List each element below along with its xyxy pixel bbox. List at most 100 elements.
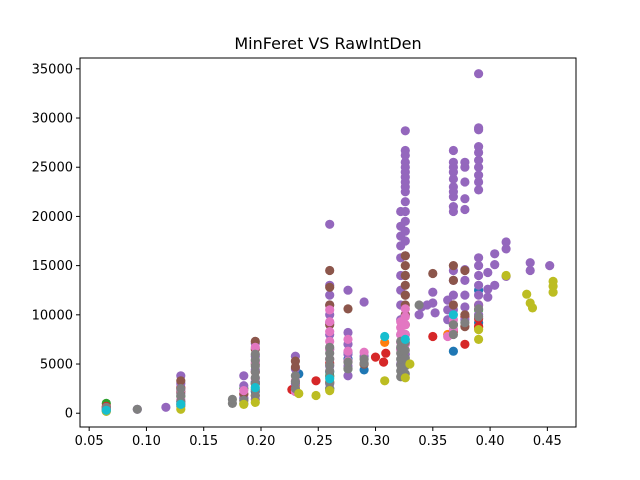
data-point-s4-105 <box>474 290 484 300</box>
x-tick-label: 0.40 <box>476 434 505 449</box>
data-point-s4-9 <box>239 371 249 381</box>
data-point-s7-49 <box>448 320 458 330</box>
y-tick-label: 30000 <box>32 112 73 127</box>
data-point-s4-54 <box>400 236 410 246</box>
data-point-s7-6 <box>176 390 186 401</box>
data-point-s4-98 <box>460 204 470 215</box>
data-point-s4-55 <box>400 226 410 236</box>
data-point-s6-6 <box>250 342 260 352</box>
data-point-s4-130 <box>525 265 535 276</box>
data-point-s5-20 <box>400 270 410 281</box>
data-point-s6-26 <box>400 320 410 330</box>
data-point-s4-121 <box>483 284 493 294</box>
data-point-s4-33 <box>343 285 353 295</box>
data-point-s5-18 <box>400 290 410 300</box>
data-point-s4-25 <box>325 290 335 300</box>
data-point-s5-12 <box>325 265 335 276</box>
data-point-s4-113 <box>474 162 484 172</box>
data-point-s4-87 <box>448 182 458 192</box>
data-point-s8-11 <box>474 325 484 335</box>
data-point-s8-12 <box>501 270 511 281</box>
data-point-s4-131 <box>545 261 555 271</box>
data-point-s4-126 <box>501 244 511 254</box>
data-point-s9-4 <box>380 331 390 342</box>
data-point-s4-110 <box>474 185 484 195</box>
data-point-s6-16 <box>343 346 353 356</box>
x-tick-label: 0.35 <box>418 434 447 449</box>
plot-frame <box>79 57 577 428</box>
data-point-s4-28 <box>343 371 353 381</box>
data-point-s4-68 <box>400 126 410 136</box>
data-point-s5-21 <box>400 261 410 271</box>
data-point-s4-67 <box>400 145 410 156</box>
data-point-s3-8 <box>379 357 389 367</box>
data-point-s4-100 <box>460 177 470 187</box>
data-point-s3-7 <box>370 352 381 362</box>
data-point-s4-109 <box>474 253 484 263</box>
data-points <box>101 69 558 416</box>
data-point-s7-31 <box>343 364 353 374</box>
data-point-s4-129 <box>525 258 535 268</box>
data-point-s4-73 <box>428 287 438 297</box>
data-point-s4-102 <box>460 157 470 167</box>
data-point-s4-107 <box>474 270 484 281</box>
data-point-s4-91 <box>448 157 458 167</box>
x-tick-label: 0.05 <box>75 434 104 449</box>
data-point-s4-111 <box>474 177 484 187</box>
data-point-s4-123 <box>490 280 500 290</box>
data-point-s4-106 <box>474 280 484 290</box>
data-point-s8-8 <box>400 373 410 383</box>
data-point-s4-72 <box>428 298 438 308</box>
y-tick-label: 35000 <box>32 62 73 77</box>
x-tick-label: 0.25 <box>304 434 333 449</box>
data-point-s8-5 <box>311 390 321 401</box>
data-point-s3-9 <box>381 348 391 358</box>
data-point-s3-13 <box>460 339 470 349</box>
data-point-s7-47 <box>414 300 424 310</box>
data-point-s6-18 <box>359 347 369 357</box>
data-point-s6-12 <box>325 327 335 337</box>
y-tick-label: 5000 <box>40 358 73 373</box>
data-point-s6-14 <box>325 305 335 315</box>
data-point-s4-32 <box>343 327 353 338</box>
data-point-s4-65 <box>400 157 410 167</box>
data-point-s4-92 <box>448 145 458 156</box>
data-point-s7-45 <box>400 345 410 355</box>
data-point-s7-48 <box>448 329 458 340</box>
data-point-s5-22 <box>400 251 410 261</box>
data-point-s9-6 <box>448 310 458 320</box>
data-point-s7-22 <box>290 371 300 381</box>
data-point-s4-69 <box>414 310 424 320</box>
data-point-s6-28 <box>400 304 410 314</box>
data-point-s5-25 <box>448 275 458 285</box>
data-point-s4-118 <box>474 123 484 133</box>
data-point-s4-57 <box>400 206 410 217</box>
data-point-s3-11 <box>428 331 438 342</box>
y-axis: 0 5000 10000 15000 20000 25000 30000 35000 <box>32 62 80 422</box>
data-point-s4-95 <box>460 290 470 300</box>
x-tick-label: 0.30 <box>361 434 390 449</box>
data-point-s4-125 <box>490 249 500 259</box>
data-point-s4-108 <box>474 261 484 271</box>
data-point-s5-23 <box>428 268 438 279</box>
data-point-s4-116 <box>474 142 484 152</box>
data-point-s9-3 <box>325 374 335 384</box>
data-point-s4-2 <box>161 402 171 412</box>
data-point-s4-114 <box>474 155 484 165</box>
data-point-s7-51 <box>474 312 484 322</box>
data-point-s5-19 <box>400 280 410 290</box>
y-tick-label: 10000 <box>32 308 73 323</box>
x-tick-label: 0.45 <box>533 434 562 449</box>
data-point-s6-3 <box>239 386 249 396</box>
data-point-s5-28 <box>460 310 470 320</box>
data-point-s6-13 <box>325 317 335 327</box>
data-point-s7-34 <box>359 354 369 364</box>
data-point-s9-1 <box>176 399 186 409</box>
data-point-s8-10 <box>474 334 484 344</box>
data-point-s7-52 <box>474 304 484 314</box>
data-point-s4-99 <box>460 194 470 204</box>
data-point-s4-74 <box>430 308 440 318</box>
data-point-s7-50 <box>460 318 470 328</box>
data-point-s7-7 <box>176 384 186 394</box>
